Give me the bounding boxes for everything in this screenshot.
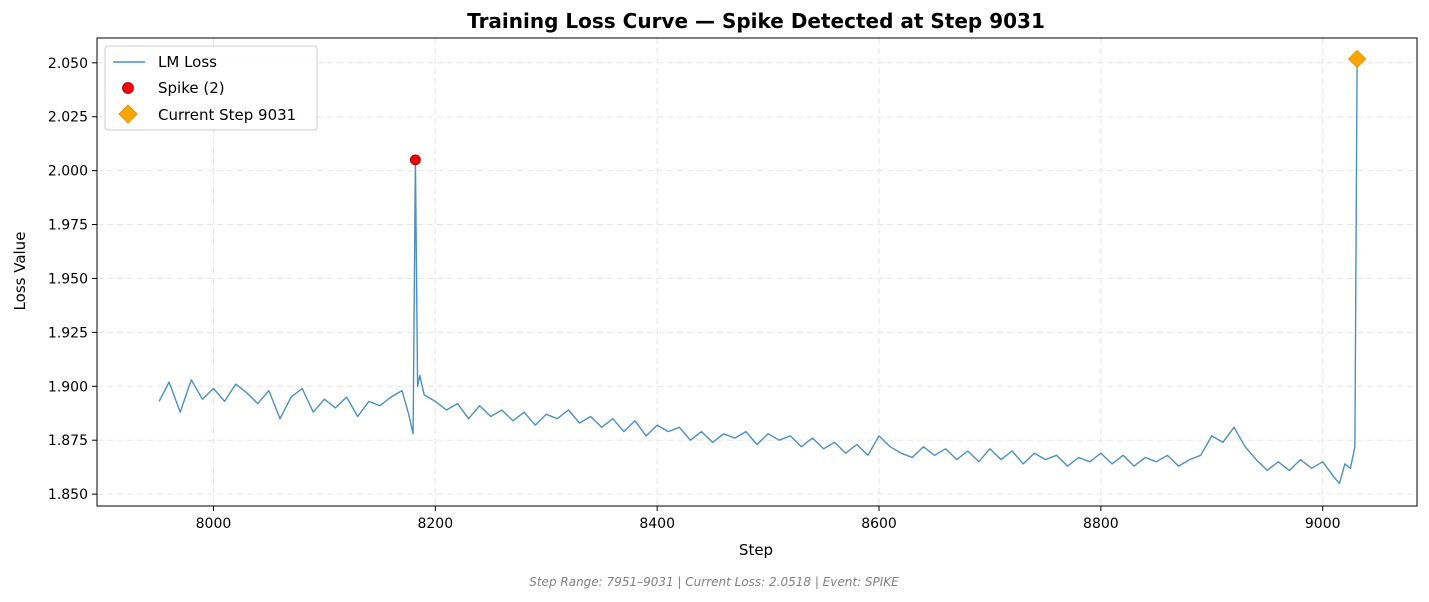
y-tick-label: 1.875 <box>48 433 88 449</box>
legend-label-lm-loss: LM Loss <box>158 53 217 71</box>
lm-loss-line <box>158 58 1358 485</box>
legend-spike-swatch <box>122 82 134 94</box>
footer-note: Step Range: 7951–9031 | Current Loss: 2.… <box>529 575 899 589</box>
legend: LM Loss Spike (2) Current Step 9031 <box>104 45 318 131</box>
x-tick-label: 8000 <box>196 516 232 532</box>
y-tick-label: 2.000 <box>48 164 88 180</box>
x-tick-label: 8600 <box>861 516 897 532</box>
legend-diamond-swatch <box>118 104 138 124</box>
x-tick-label: 8400 <box>639 516 675 532</box>
x-tick-label: 9000 <box>1305 516 1341 532</box>
x-axis-label: Step <box>739 541 773 559</box>
y-axis: 1.850 1.875 1.900 1.925 1.950 1.975 2.000 2.025… <box>48 56 97 503</box>
x-axis: 8000 8200 8400 8600 8800 9000 <box>196 506 1341 532</box>
y-tick-label: 2.050 <box>48 56 88 72</box>
spike-point <box>409 154 421 166</box>
chart-title: Training Loss Curve — Spike Detected at … <box>467 9 1045 33</box>
x-tick-label: 8200 <box>417 516 453 532</box>
y-tick-label: 1.850 <box>48 487 88 503</box>
y-tick-label: 1.900 <box>48 379 88 395</box>
series-layer <box>158 49 1367 485</box>
legend-label-current-step: Current Step 9031 <box>158 106 296 124</box>
plot-frame <box>96 37 1418 507</box>
legend-box <box>104 45 318 131</box>
y-tick-label: 1.975 <box>48 218 88 234</box>
y-tick-label: 2.025 <box>48 110 88 126</box>
legend-label-spike: Spike (2) <box>158 79 225 97</box>
y-axis-label: Loss Value <box>11 232 29 311</box>
x-tick-label: 8800 <box>1083 516 1119 532</box>
current-step-marker <box>1347 49 1367 69</box>
y-tick-label: 1.925 <box>48 325 88 341</box>
y-tick-label: 1.950 <box>48 271 88 287</box>
